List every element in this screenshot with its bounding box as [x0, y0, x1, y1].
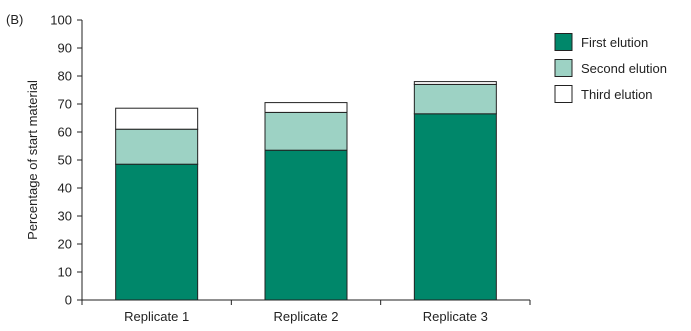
y-tick-label: 80 — [58, 69, 72, 84]
legend: First elution Second elution Third elution — [554, 33, 667, 103]
y-tick-label: 0 — [65, 293, 72, 308]
y-tick-label: 60 — [58, 125, 72, 140]
legend-swatch — [554, 33, 573, 51]
bar-segment — [264, 111, 348, 151]
bar-segment — [264, 102, 348, 113]
y-tick-label: 10 — [58, 265, 72, 280]
y-tick-label: 30 — [58, 209, 72, 224]
y-tick-label: 50 — [58, 153, 72, 168]
legend-label: First elution — [581, 35, 648, 50]
bar-segment — [413, 81, 497, 85]
bar-segment — [413, 83, 497, 115]
legend-swatch — [554, 59, 573, 77]
bar-segment — [264, 149, 348, 301]
bar-segment — [115, 107, 199, 130]
bar-segment — [115, 128, 199, 165]
legend-label: Second elution — [581, 61, 667, 76]
y-tick-label: 90 — [58, 41, 72, 56]
panel-label: (B) — [6, 12, 23, 27]
x-tick-label: Replicate 2 — [273, 309, 338, 324]
y-tick-label: 100 — [50, 13, 72, 28]
plot-area: 0 10 20 30 40 50 60 70 80 90 100 Replicate 1 Replica… — [50, 13, 531, 324]
bar-segment — [115, 163, 199, 301]
x-tick-label: Replicate 3 — [423, 309, 488, 324]
y-tick-label: 40 — [58, 181, 72, 196]
bar-segment — [413, 113, 497, 301]
y-tick-label: 70 — [58, 97, 72, 112]
x-tick-label: Replicate 1 — [124, 309, 189, 324]
y-tick-label: 20 — [58, 237, 72, 252]
legend-label: Third elution — [581, 87, 653, 102]
legend-swatch — [554, 85, 573, 103]
y-axis-title: Percentage of start material — [25, 80, 40, 240]
